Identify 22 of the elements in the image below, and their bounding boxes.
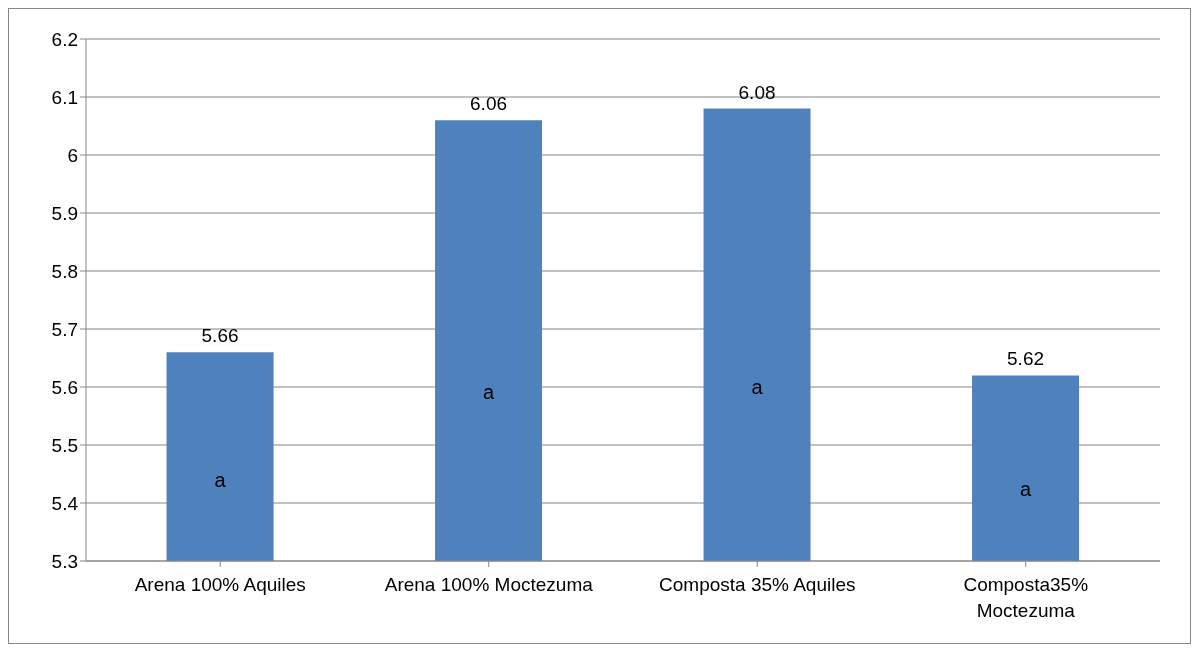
data-label: 5.66: [201, 325, 239, 347]
y-tick-label: 5.4: [51, 492, 79, 514]
y-tick-label: 6.1: [51, 86, 78, 108]
data-label: 6.06: [470, 93, 508, 115]
y-tick-label: 5.3: [51, 550, 78, 572]
y-tick-label: 5.9: [51, 202, 78, 224]
annotation: a: [214, 468, 227, 491]
x-tick-label: Arena 100% Moctezuma: [384, 574, 594, 595]
x-tick-label: Composta35% Moctezuma: [963, 574, 1089, 621]
data-label: 5.62: [1007, 348, 1045, 370]
y-tick-label: 6.2: [51, 28, 78, 50]
x-tick-label: Arena 100% Aquiles: [134, 574, 306, 595]
annotation: a: [751, 376, 764, 399]
data-label: 6.08: [738, 81, 776, 103]
annotation: a: [1019, 477, 1032, 500]
y-tick-label: 6: [67, 144, 78, 166]
annotation: a: [482, 380, 495, 403]
y-tick-label: 5.8: [51, 260, 78, 282]
y-tick-label: 5.6: [51, 376, 78, 398]
y-tick-label: 5.7: [51, 318, 78, 340]
x-tick-label: Composta 35% Aquiles: [659, 574, 856, 595]
y-tick-label: 5.5: [51, 434, 78, 456]
